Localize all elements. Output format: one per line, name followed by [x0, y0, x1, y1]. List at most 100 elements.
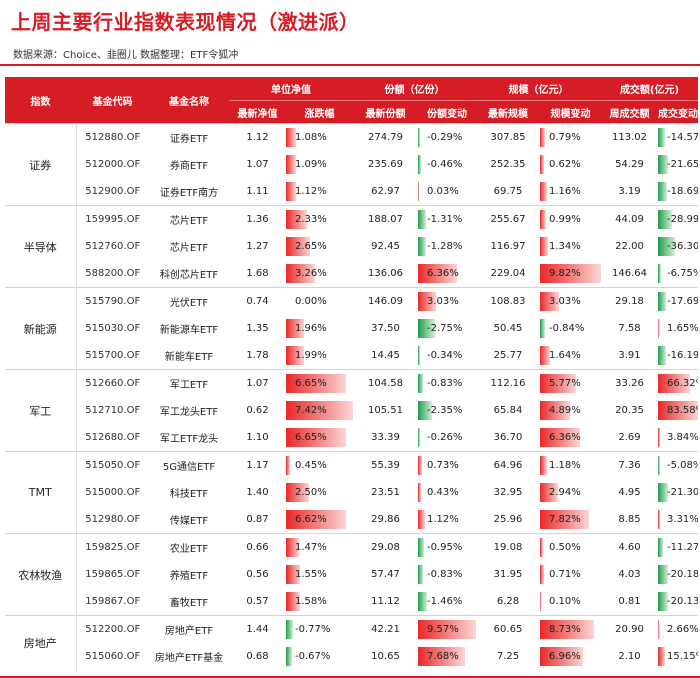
turnover-change-cell: 2.66% [658, 615, 699, 643]
change-pct-cell: 1.09% [286, 151, 353, 178]
change-bar [540, 237, 549, 256]
group-scale: 规模（亿元） [476, 77, 601, 101]
latest-nav-cell: 0.57 [246, 596, 269, 607]
change-bar [418, 155, 421, 174]
header-row-columns: 最新净值 涨跌幅 最新份额 份额变动 最新规模 规模变动 周成交额 成交变动 [5, 100, 699, 124]
share-change-cell: 7.68% [418, 643, 476, 670]
latest-scale-cell: 112.16 [476, 369, 540, 397]
change-value: 1.64% [549, 350, 581, 361]
change-value: -16.19% [667, 350, 698, 361]
latest-scale-cell: 65.84 [493, 405, 523, 416]
latest-share-cell: 29.86 [371, 514, 400, 525]
change-value: 1.47% [295, 542, 327, 553]
change-bar [540, 264, 601, 283]
change-bar [658, 264, 662, 283]
turnover-change-cell: -20.13% [658, 588, 698, 616]
latest-scale-cell: 50.45 [493, 323, 523, 334]
change-value: -36.30% [667, 241, 699, 252]
change-value: 1.08% [295, 132, 327, 143]
latest-scale-cell: 7.25 [496, 651, 520, 662]
group-turnover: 成交额(亿元) [601, 77, 699, 101]
fund-name-cell: 新能源车ETF [159, 325, 219, 336]
latest-nav-cell: 1.17 [229, 451, 286, 479]
weekly-turnover-cell: 3.91 [618, 350, 641, 361]
fund-name-cell: 券商ETF [169, 161, 209, 172]
change-pct-cell: 1.96% [286, 315, 353, 342]
latest-nav-cell: 0.62 [246, 405, 269, 416]
turnover-change-cell: 3.84% [658, 424, 698, 452]
change-bar [286, 401, 353, 420]
latest-share-cell: 274.79 [353, 123, 418, 151]
change-bar [286, 647, 293, 666]
change-value: 1.16% [549, 186, 581, 197]
change-bar [540, 483, 559, 502]
scale-change-cell: 0.79% [540, 123, 601, 151]
latest-share-cell: 136.06 [368, 268, 403, 279]
fund-code-cell: 512760.OF [85, 241, 141, 252]
change-bar [658, 128, 665, 147]
weekly-turnover-cell: 7.58 [618, 323, 641, 334]
change-bar [286, 346, 304, 365]
fund-code-cell: 515030.OF [85, 323, 141, 334]
latest-nav-cell: 0.68 [246, 651, 269, 662]
change-value: 1.18% [549, 460, 581, 471]
change-bar [658, 346, 666, 365]
change-bar [658, 456, 661, 475]
change-value: 0.79% [549, 132, 581, 143]
change-bar [286, 592, 301, 611]
change-bar [286, 428, 347, 447]
change-value: 3.03% [549, 296, 581, 307]
weekly-turnover-cell: 20.90 [601, 615, 658, 643]
fund-code-cell: 512000.OF [85, 159, 141, 170]
change-bar [418, 292, 437, 311]
change-value: 1.34% [549, 241, 581, 252]
change-value: -20.13% [667, 596, 698, 607]
change-value: -14.57% [667, 132, 698, 143]
change-value: 7.82% [549, 514, 581, 525]
change-bar [540, 292, 559, 311]
latest-nav-cell: 1.36 [229, 205, 286, 233]
latest-share-cell: 55.39 [353, 451, 418, 479]
change-value: 6.36% [427, 268, 459, 279]
share-change-cell: -2.35% [418, 397, 476, 424]
change-bar [418, 510, 425, 529]
latest-scale-cell: 255.67 [476, 205, 540, 233]
scale-change-cell: 1.18% [540, 451, 601, 479]
change-bar [658, 428, 660, 447]
change-bar [418, 565, 424, 584]
turnover-change-cell: 15.15% [658, 643, 698, 670]
latest-nav-cell: 1.27 [246, 241, 269, 252]
turnover-change-cell: -11.27% [658, 533, 699, 561]
change-value: 0.62% [549, 159, 581, 170]
latest-nav-cell: 0.66 [229, 533, 286, 561]
data-source-note: 数据来源：Choice、韭圈儿 数据整理：ETF令狐冲 [13, 50, 239, 61]
change-bar [540, 620, 595, 639]
share-change-cell: -0.83% [418, 561, 476, 588]
change-bar [540, 346, 551, 365]
col-turnover-change: 成交变动 [658, 100, 699, 124]
scale-change-cell: 6.36% [540, 424, 601, 452]
change-bar [418, 647, 465, 666]
scale-change-cell: 1.64% [540, 342, 601, 370]
index-name-cell: 半导体 [5, 205, 77, 288]
change-value: -0.83% [427, 378, 463, 389]
change-value: 6.96% [549, 651, 581, 662]
header-row-groups: 指数 基金代码 基金名称 单位净值 份额（亿份） 规模（亿元） 成交额(亿元) [5, 77, 699, 124]
change-value: -6.75% [667, 268, 698, 279]
latest-share-cell: 92.45 [371, 241, 400, 252]
latest-scale-cell: 116.97 [490, 241, 526, 252]
weekly-turnover-cell: 4.60 [601, 533, 658, 561]
change-value: -0.84% [549, 323, 585, 334]
change-value: 1.12% [427, 514, 459, 525]
change-pct-cell: 7.42% [286, 397, 353, 424]
latest-nav-cell: 1.10 [246, 432, 269, 443]
share-change-cell: -2.75% [418, 315, 476, 342]
table-row: 512710.OF 军工龙头ETF 0.62 7.42% 105.51 -2.35% 65.… [5, 397, 699, 424]
change-value: 2.94% [549, 487, 581, 498]
fund-name-cell: 科技ETF [169, 489, 209, 500]
change-bar [658, 483, 669, 502]
change-pct-cell: 1.12% [286, 178, 353, 206]
table-row: 512980.OF 传媒ETF 0.87 6.62% 29.86 1.12% 25.96 7.… [5, 506, 698, 534]
share-change-cell: -0.26% [418, 424, 476, 452]
share-change-cell: 9.57% [418, 615, 476, 643]
